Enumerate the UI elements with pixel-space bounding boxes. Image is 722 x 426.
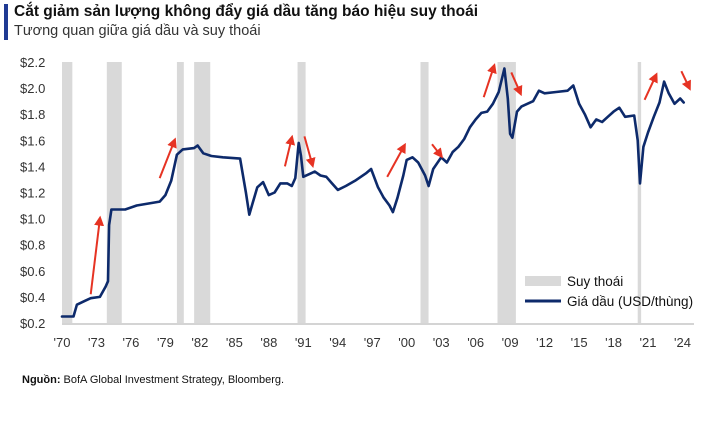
x-tick-label: '06 bbox=[467, 335, 484, 350]
x-tick-label: '73 bbox=[88, 335, 105, 350]
legend: Suy thoái Giá dầu (USD/thùng) bbox=[525, 274, 693, 309]
series-line-0 bbox=[60, 67, 685, 318]
y-tick-label: $1.8 bbox=[20, 107, 45, 122]
recession-band-5 bbox=[420, 62, 429, 323]
trend-arrow-up-8 bbox=[643, 72, 658, 101]
trend-arrow-down-5 bbox=[431, 143, 444, 159]
trend-arrow-up-6 bbox=[482, 63, 497, 98]
recession-band-0 bbox=[62, 62, 73, 323]
trend-arrow-up-1 bbox=[158, 137, 177, 179]
x-tick-label: '70 bbox=[54, 335, 71, 350]
legend-label: Suy thoái bbox=[567, 274, 623, 289]
x-tick-label: '76 bbox=[122, 335, 139, 350]
source-note: Nguồn: BofA Global Investment Strategy, … bbox=[22, 374, 284, 386]
y-tick-label: $0.8 bbox=[20, 238, 45, 253]
y-tick-label: $0.4 bbox=[20, 290, 45, 305]
y-tick-label: $0.2 bbox=[20, 316, 45, 331]
y-tick-label: $1.6 bbox=[20, 133, 45, 148]
recession-band-6 bbox=[497, 62, 516, 323]
recession-band-1 bbox=[106, 62, 122, 323]
chart-title: Cắt giảm sản lượng không đẩy giá dầu tăn… bbox=[14, 3, 479, 20]
x-tick-label: '94 bbox=[329, 335, 346, 350]
trend-arrow-up-2 bbox=[283, 134, 296, 167]
recession-bands bbox=[62, 62, 642, 323]
trend-arrow-down-7 bbox=[510, 72, 523, 97]
x-tick-label: '97 bbox=[364, 335, 381, 350]
trend-arrow-up-0 bbox=[89, 215, 105, 295]
y-tick-label: $0.6 bbox=[20, 264, 45, 279]
recession-band-3 bbox=[194, 62, 211, 323]
trend-arrow-up-4 bbox=[386, 142, 406, 178]
trend-arrows bbox=[89, 63, 691, 295]
x-tick-label: '24 bbox=[674, 335, 691, 350]
x-tick-label: '00 bbox=[398, 335, 415, 350]
x-tick-label: '88 bbox=[260, 335, 277, 350]
recession-band-2 bbox=[176, 62, 184, 323]
axes: $0.2 $0.4 $0.6 $0.8 $1.0 $1.2 $1.4 $1.6 $1.8 $2.0… bbox=[20, 55, 694, 350]
y-tick-label: $2.2 bbox=[20, 55, 45, 70]
price-line-layer bbox=[60, 67, 685, 318]
recession-band-4 bbox=[297, 62, 306, 323]
title-accent-bar bbox=[4, 4, 8, 40]
trend-arrow-down-3 bbox=[303, 136, 316, 168]
y-tick-label: $1.2 bbox=[20, 186, 45, 201]
x-tick-label: '09 bbox=[502, 335, 519, 350]
x-tick-label: '18 bbox=[605, 335, 622, 350]
trend-arrow-down-9 bbox=[680, 70, 691, 91]
x-tick-label: '85 bbox=[226, 335, 243, 350]
y-tick-label: $1.0 bbox=[20, 212, 45, 227]
x-tick-label: '79 bbox=[157, 335, 174, 350]
recession-band-7 bbox=[637, 62, 642, 323]
y-tick-label: $2.0 bbox=[20, 81, 45, 96]
legend-label: Giá dầu (USD/thùng) bbox=[567, 294, 693, 309]
y-tick-label: $1.4 bbox=[20, 159, 45, 174]
legend-swatch-recession bbox=[525, 276, 561, 286]
x-tick-label: '21 bbox=[640, 335, 657, 350]
x-tick-label: '15 bbox=[571, 335, 588, 350]
x-tick-label: '12 bbox=[536, 335, 553, 350]
chart-subtitle: Tương quan giữa giá dầu và suy thoái bbox=[14, 23, 261, 39]
source-text: BofA Global Investment Strategy, Bloombe… bbox=[63, 374, 285, 386]
x-tick-label: '91 bbox=[295, 335, 312, 350]
x-tick-label: '03 bbox=[433, 335, 450, 350]
source-label: Nguồn: bbox=[22, 374, 61, 386]
x-tick-label: '82 bbox=[191, 335, 208, 350]
